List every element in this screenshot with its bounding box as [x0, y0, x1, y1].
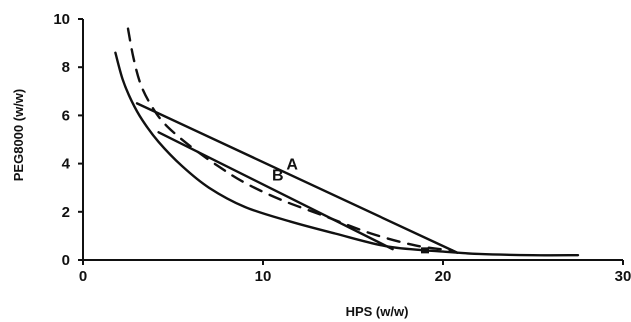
- binodal-curves: [114, 27, 580, 257]
- y-tick-label-6: 6: [62, 107, 70, 124]
- tie-lines: [135, 102, 459, 254]
- markers: [421, 247, 429, 254]
- solid-binodal-curve: [114, 51, 580, 257]
- y-tick-label-2: 2: [62, 204, 70, 221]
- x-tick-label-0: 0: [79, 268, 87, 285]
- y-tick-label-0: 0: [62, 252, 70, 269]
- x-tick-label-10: 10: [255, 268, 272, 285]
- tie-line-b: [157, 131, 394, 251]
- x-axis-title: HPS (w/w): [346, 304, 409, 319]
- dashed-binodal-curve: [126, 27, 454, 252]
- y-tick-label-4: 4: [62, 156, 71, 173]
- data-marker: [421, 247, 429, 254]
- tie-line-a: [135, 102, 459, 254]
- y-axis-title: PEG8000 (w/w): [11, 89, 26, 181]
- x-tick-label-20: 20: [435, 268, 452, 285]
- annotations: AB: [272, 157, 298, 185]
- x-tick-label-30: 30: [615, 268, 631, 285]
- tie-line-label-a: A: [286, 157, 298, 174]
- tick-marks: [78, 18, 624, 265]
- y-tick-label-8: 8: [62, 59, 70, 76]
- y-tick-label-10: 10: [53, 11, 70, 28]
- tick-labels: 0 10 20 30 0 2 4 6 8 10: [53, 11, 631, 285]
- tie-line-label-b: B: [272, 167, 284, 184]
- axes: [82, 19, 623, 261]
